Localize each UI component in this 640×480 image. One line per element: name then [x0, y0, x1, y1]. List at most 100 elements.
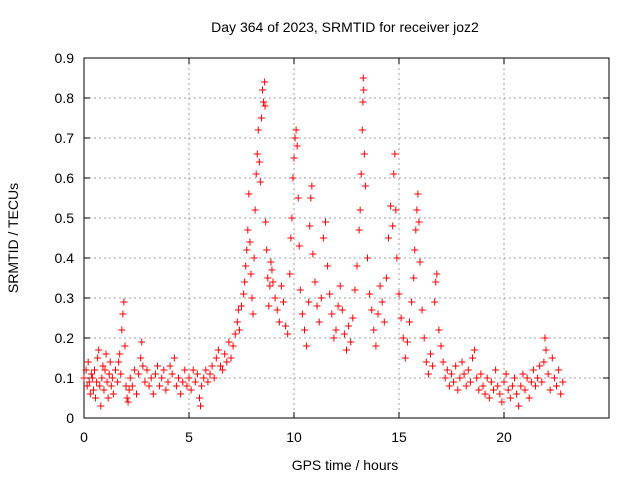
- data-point: [253, 150, 261, 158]
- data-point: [291, 134, 299, 142]
- data-point: [504, 386, 512, 394]
- data-point: [372, 342, 380, 350]
- data-point: [492, 366, 500, 374]
- x-tick-label: 0: [80, 429, 88, 445]
- data-point: [289, 174, 297, 182]
- data-point: [149, 390, 157, 398]
- data-point: [135, 370, 143, 378]
- data-point: [390, 170, 398, 178]
- data-point: [94, 354, 102, 362]
- data-point: [119, 310, 127, 318]
- data-point: [479, 382, 487, 390]
- data-point: [141, 378, 149, 386]
- data-point: [340, 330, 348, 338]
- data-point: [450, 378, 458, 386]
- data-point: [86, 390, 94, 398]
- data-point: [553, 382, 560, 390]
- data-point: [170, 354, 178, 362]
- data-point: [378, 298, 386, 306]
- x-tick-label: 5: [185, 429, 193, 445]
- x-tick-label: 20: [496, 429, 512, 445]
- data-point: [96, 382, 104, 390]
- data-point: [441, 374, 449, 382]
- data-point: [292, 126, 300, 134]
- data-point: [469, 354, 476, 362]
- data-point: [122, 382, 130, 390]
- data-point: [416, 258, 424, 266]
- data-point: [80, 374, 88, 382]
- data-point: [506, 394, 514, 402]
- data-point: [99, 362, 107, 370]
- data-point: [238, 302, 245, 310]
- data-point: [305, 298, 313, 306]
- data-point: [108, 374, 116, 382]
- data-point: [458, 358, 466, 366]
- data-point: [85, 378, 93, 386]
- data-point: [118, 326, 126, 334]
- data-point: [347, 338, 355, 346]
- data-point: [548, 354, 556, 362]
- data-point: [496, 390, 504, 398]
- data-point: [219, 366, 227, 374]
- x-tick-label: 15: [391, 429, 407, 445]
- data-point: [126, 374, 134, 382]
- data-point: [477, 370, 485, 378]
- data-point: [374, 310, 382, 318]
- data-point: [229, 342, 237, 350]
- data-point: [183, 382, 191, 390]
- data-point: [353, 262, 361, 270]
- data-point: [212, 354, 220, 362]
- data-point: [546, 386, 554, 394]
- data-point: [315, 318, 323, 326]
- data-point: [523, 374, 531, 382]
- data-point: [88, 374, 96, 382]
- x-tick-label: 10: [286, 429, 302, 445]
- y-tick-label: 0.3: [55, 290, 75, 306]
- data-point: [267, 258, 275, 266]
- data-point: [411, 246, 419, 254]
- data-point: [432, 278, 440, 286]
- data-point: [231, 330, 239, 338]
- data-point: [268, 266, 276, 274]
- data-point: [286, 270, 294, 278]
- data-point: [456, 374, 464, 382]
- data-point: [92, 394, 100, 402]
- data-point: [172, 382, 180, 390]
- data-point: [385, 234, 392, 242]
- data-point: [189, 366, 197, 374]
- data-point: [534, 374, 542, 382]
- data-point: [296, 286, 304, 294]
- plot-frame: [83, 57, 610, 419]
- data-point: [422, 358, 430, 366]
- data-point: [498, 398, 506, 406]
- data-point: [359, 74, 367, 82]
- data-point: [197, 402, 205, 410]
- data-point: [250, 254, 258, 262]
- data-point: [154, 362, 161, 370]
- data-point: [260, 98, 268, 106]
- data-point: [125, 386, 133, 394]
- data-point: [235, 326, 243, 334]
- y-tick-labels: 0 0.1 0.2 0.3 0.4 0.5 0.6 0.7 0.8 0.9: [55, 50, 75, 426]
- data-point: [351, 286, 359, 294]
- data-point: [475, 386, 483, 394]
- data-point: [557, 390, 565, 398]
- data-point: [412, 226, 420, 234]
- data-point: [185, 374, 193, 382]
- data-point: [166, 362, 174, 370]
- data-point: [418, 306, 426, 314]
- data-point: [200, 374, 208, 382]
- data-point: [295, 242, 303, 250]
- data-point: [160, 366, 168, 374]
- data-point: [427, 350, 434, 358]
- data-point: [332, 326, 340, 334]
- data-point: [309, 250, 317, 258]
- data-point: [217, 362, 224, 370]
- data-point: [306, 222, 314, 230]
- data-point: [513, 390, 521, 398]
- data-point: [214, 346, 222, 354]
- data-point: [508, 382, 516, 390]
- data-point: [290, 154, 298, 162]
- data-point: [439, 358, 447, 366]
